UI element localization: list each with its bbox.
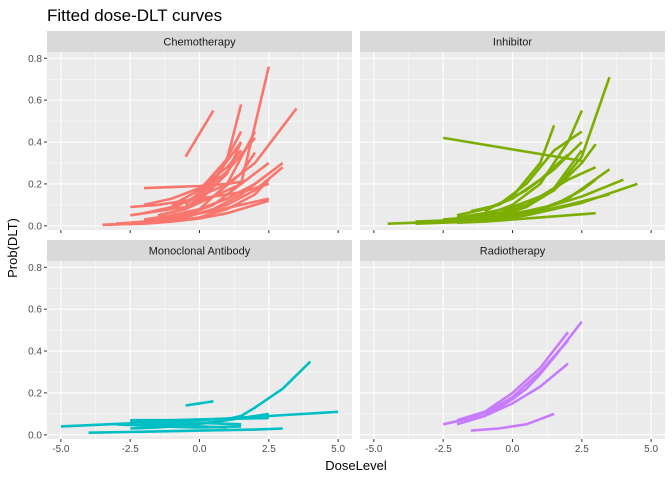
facet-strip-label: Inhibitor — [493, 37, 532, 49]
facet-radiotherapy: Radiotherapy -5.0 -2.5 0.0 2.5 5.0 — [360, 240, 665, 455]
x-tick-label: -5.0 — [365, 444, 383, 455]
y-tick-label: 0.6 — [28, 96, 42, 107]
series-line-3 — [456, 362, 569, 426]
series-line-15 — [171, 104, 243, 207]
y-tick-label: 0.2 — [28, 388, 42, 399]
facet-strip-label: Radiotherapy — [480, 246, 546, 258]
series-line-9 — [484, 110, 583, 217]
y-tick-label: 0.0 — [28, 221, 42, 232]
y-tick-label: 0.0 — [28, 430, 42, 441]
x-tick-label: -5.0 — [52, 444, 70, 455]
x-tick-label: -2.5 — [122, 444, 140, 455]
facet-strip — [360, 31, 665, 52]
series-line-8 — [143, 180, 242, 190]
series-line-16 — [456, 153, 569, 217]
facet-panels: Chemotherapy 0.0 0.2 0.4 0.6 0.8 Inhibitor Mono… — [28, 31, 665, 455]
series-line-7 — [456, 166, 597, 219]
y-tick-label: 0.6 — [28, 305, 42, 316]
y-tick-label: 0.2 — [28, 179, 42, 190]
facet-strip — [360, 240, 665, 261]
facet-strip — [47, 240, 352, 261]
x-tick-label: 5.0 — [644, 444, 658, 455]
series-line-14 — [143, 149, 243, 207]
x-tick-label: 0.0 — [506, 444, 520, 455]
series-line-4 — [470, 412, 555, 432]
series-line-13 — [157, 151, 257, 217]
x-tick-label: 0.0 — [193, 444, 207, 455]
y-tick-label: 0.8 — [28, 263, 42, 274]
series-line-6 — [443, 143, 597, 221]
facet-strip-label: Monoclonal Antibody — [149, 246, 251, 258]
y-tick-label: 0.8 — [28, 54, 42, 65]
series-line-14 — [415, 182, 638, 225]
x-axis-title: DoseLevel — [325, 458, 387, 473]
series-line-9 — [184, 109, 215, 158]
series-line-5 — [484, 339, 569, 416]
series-line-6 — [143, 107, 298, 215]
facet-chemotherapy: Chemotherapy 0.0 0.2 0.4 0.6 0.8 — [28, 31, 352, 233]
y-tick-label: 0.4 — [28, 347, 42, 358]
y-axis-title: Prob(DLT) — [5, 218, 20, 278]
series-line-7 — [130, 412, 269, 430]
series-line-19 — [171, 137, 257, 211]
facet-strip-label: Chemotherapy — [163, 37, 236, 49]
series-line-2 — [456, 331, 570, 422]
series-line-20 — [184, 141, 243, 206]
series-line-18 — [116, 199, 270, 225]
series-line-17 — [157, 197, 270, 221]
x-tick-label: 2.5 — [262, 444, 276, 455]
series-line-11 — [497, 130, 583, 206]
chart-title: Fitted dose-DLT curves — [47, 6, 222, 25]
facet-strip — [47, 31, 352, 52]
y-tick-label: 0.4 — [28, 138, 42, 149]
series-line-9 — [143, 420, 228, 429]
x-tick-label: 5.0 — [331, 444, 345, 455]
facet-monoclonal-antibody: Monoclonal Antibody 0.0 0.2 0.4 0.6 0.8 -5.0 -2… — [28, 240, 352, 455]
x-tick-label: 2.5 — [575, 444, 589, 455]
facet-inhibitor: Inhibitor — [360, 31, 665, 233]
x-tick-label: -2.5 — [435, 444, 453, 455]
series-line-4 — [185, 400, 214, 407]
series-line-2 — [88, 427, 283, 434]
